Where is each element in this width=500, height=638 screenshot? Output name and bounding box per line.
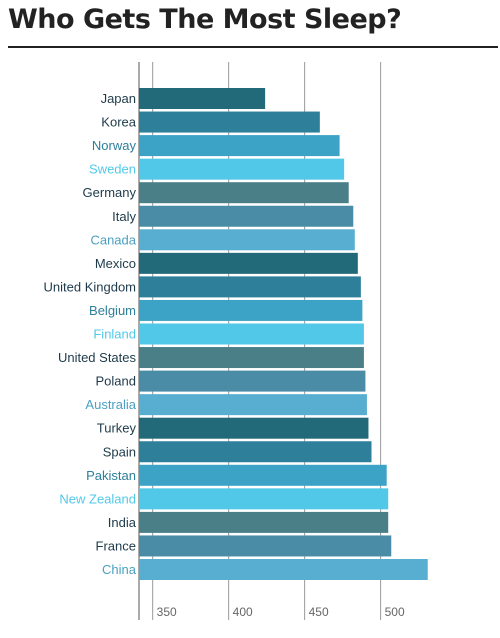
category-label: Korea xyxy=(101,115,136,130)
bar xyxy=(139,252,358,274)
bar xyxy=(139,535,392,557)
bar xyxy=(139,370,366,392)
category-label: Mexico xyxy=(95,256,136,271)
bar xyxy=(139,299,363,321)
category-label: Italy xyxy=(112,209,136,224)
category-label: United Kingdom xyxy=(44,279,137,294)
bar xyxy=(139,158,345,180)
bar xyxy=(139,417,369,439)
bar xyxy=(139,464,387,486)
x-tick-label: 450 xyxy=(309,605,329,619)
category-label: Norway xyxy=(92,138,137,153)
x-tick-label: 350 xyxy=(157,605,177,619)
category-label: Sweden xyxy=(89,162,136,177)
x-axis-ticks: 350 400 450 500 xyxy=(157,605,405,619)
bar xyxy=(139,111,320,133)
category-label: Spain xyxy=(103,444,136,459)
title-divider xyxy=(8,46,498,48)
bar xyxy=(139,347,364,369)
category-label: United States xyxy=(58,350,137,365)
bar xyxy=(139,323,364,345)
bar xyxy=(139,229,355,251)
bar xyxy=(139,88,266,109)
bar xyxy=(139,488,389,510)
bar xyxy=(139,394,367,416)
bars xyxy=(139,88,428,580)
category-label: China xyxy=(102,562,137,577)
category-label: India xyxy=(108,515,137,530)
category-label: Turkey xyxy=(97,421,137,436)
category-label: Pakistan xyxy=(86,468,136,483)
bar xyxy=(139,441,372,463)
category-label: Japan xyxy=(101,91,136,106)
bar xyxy=(139,205,354,227)
page-title: Who Gets The Most Sleep? xyxy=(8,4,402,35)
category-label: France xyxy=(96,538,136,553)
category-label: Finland xyxy=(93,327,136,342)
x-tick-label: 500 xyxy=(385,605,405,619)
bar xyxy=(139,276,361,298)
category-label: Germany xyxy=(83,185,137,200)
bar xyxy=(139,559,428,580)
category-label: Canada xyxy=(90,232,136,247)
bar xyxy=(139,511,389,533)
x-tick-label: 400 xyxy=(233,605,253,619)
category-label: New Zealand xyxy=(59,491,136,506)
bar xyxy=(139,182,349,204)
category-labels: Japan Korea Norway Sweden Germany Italy Canada… xyxy=(44,91,137,577)
category-label: Poland xyxy=(96,374,136,389)
bar xyxy=(139,135,340,157)
category-label: Belgium xyxy=(89,303,136,318)
category-label: Australia xyxy=(85,397,136,412)
